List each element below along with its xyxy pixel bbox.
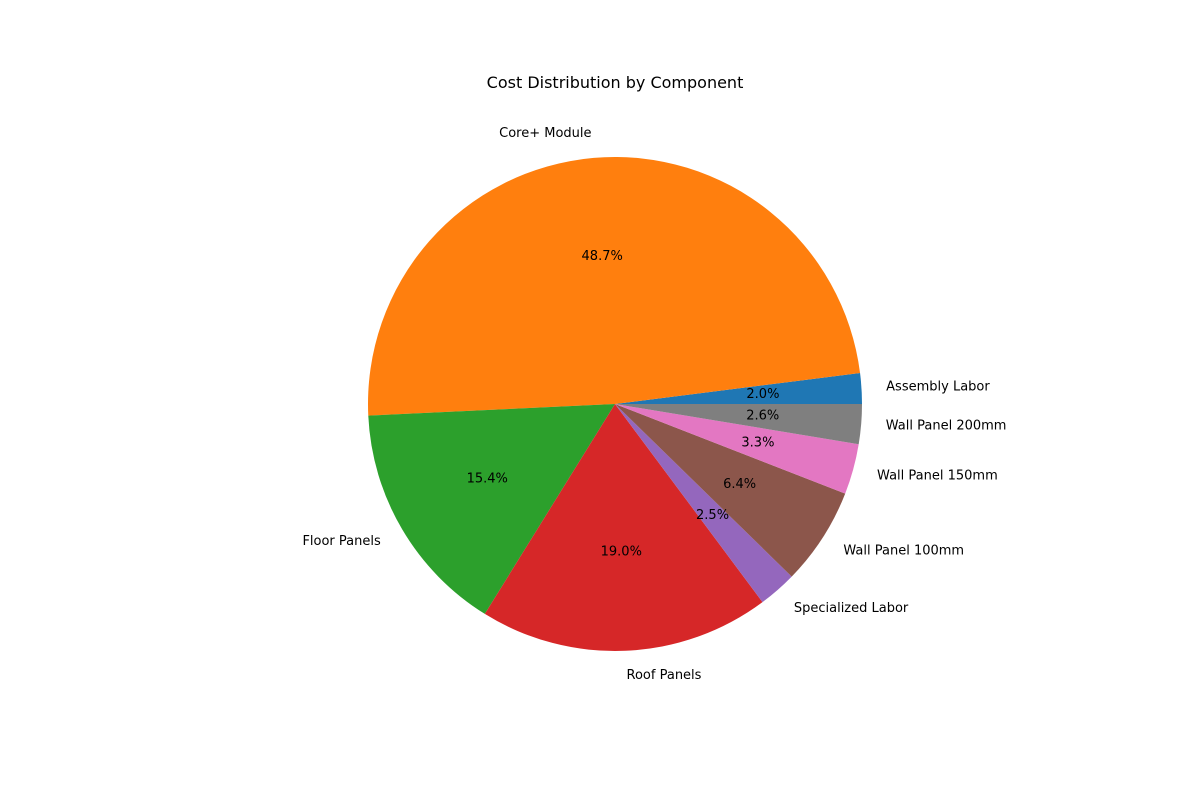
slice-label: Roof Panels [627, 668, 702, 683]
slice-percent-label: 6.4% [723, 477, 756, 492]
slice-percent-label: 2.0% [746, 387, 779, 402]
pie-slice [367, 156, 861, 416]
labels-layer: Assembly Labor 2.0% Core+ Module 48.7% Floor… [302, 126, 1006, 683]
pie-slice [615, 404, 859, 494]
slice-percent-label: 3.3% [741, 436, 774, 451]
slice-percent-label: 48.7% [582, 249, 623, 264]
pie-slice [615, 404, 792, 603]
slice-percent-label: 15.4% [467, 472, 508, 487]
slice-percent-label: 19.0% [601, 545, 642, 560]
slice-label: Specialized Labor [794, 601, 909, 616]
pie-slice [368, 404, 615, 614]
slice-percent-label: 2.6% [746, 409, 779, 424]
slices-layer [367, 156, 862, 651]
chart-title: Cost Distribution by Component [487, 73, 744, 92]
slice-label: Wall Panel 100mm [843, 544, 964, 559]
slice-label: Wall Panel 150mm [877, 468, 998, 483]
pie-slice [615, 404, 846, 577]
pie-slice [484, 404, 763, 651]
pie-slice [615, 373, 862, 404]
slice-percent-label: 2.5% [696, 508, 729, 523]
slice-label: Assembly Labor [886, 379, 990, 394]
slice-label: Core+ Module [499, 126, 591, 141]
pie-slice [615, 404, 862, 445]
slice-label: Floor Panels [302, 534, 381, 549]
slice-label: Wall Panel 200mm [886, 419, 1007, 434]
